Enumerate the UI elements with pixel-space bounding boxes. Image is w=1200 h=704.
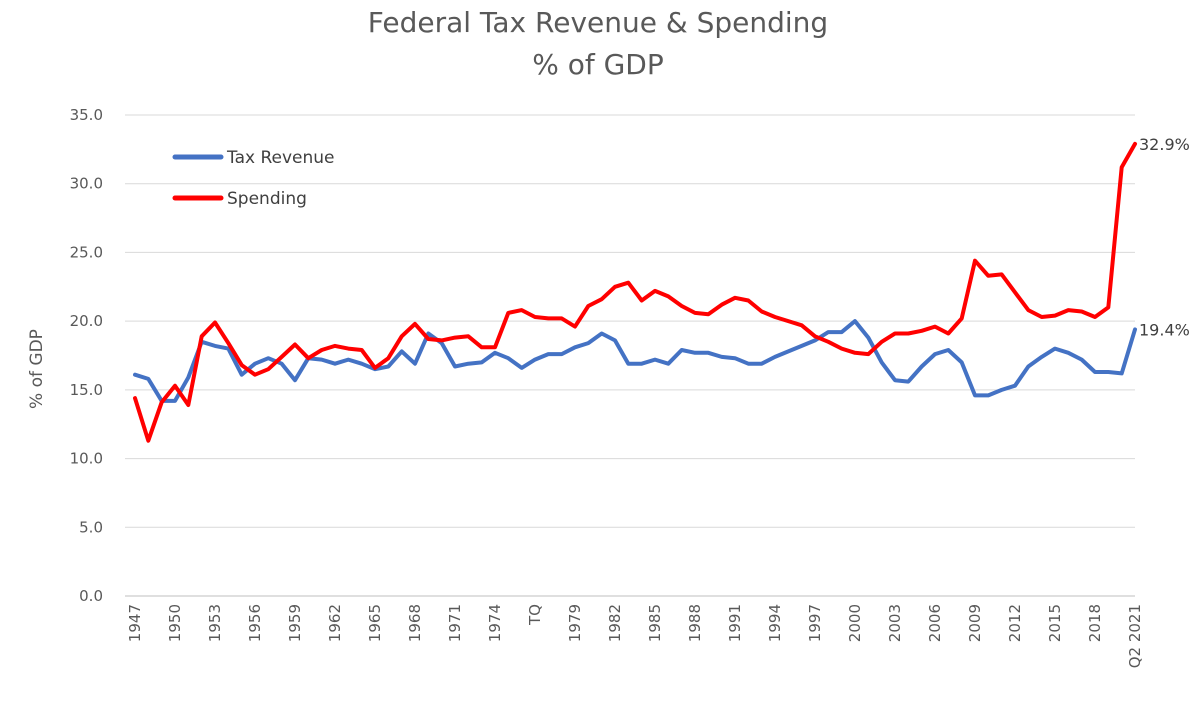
x-tick-label: 1985 bbox=[646, 604, 664, 642]
x-tick-label: 2006 bbox=[926, 604, 944, 642]
x-tick-label: 1947 bbox=[126, 604, 144, 642]
x-tick-label: 1971 bbox=[446, 604, 464, 642]
y-tick-label: 15.0 bbox=[70, 381, 103, 399]
x-axis-ticks: 1947 1950 1953 1956 1959 1962 1965 1968 1971 1974… bbox=[126, 604, 1144, 668]
x-tick-label: 2003 bbox=[886, 604, 904, 642]
series-line-1 bbox=[133, 141, 1137, 443]
x-tick-label: 2015 bbox=[1046, 604, 1064, 642]
series-line-0 bbox=[133, 319, 1137, 403]
x-tick-label: 1974 bbox=[486, 604, 504, 642]
y-tick-label: 5.0 bbox=[79, 518, 103, 536]
x-tick-label: 1982 bbox=[606, 604, 624, 642]
x-tick-label: 2012 bbox=[1006, 604, 1024, 642]
y-tick-label: 20.0 bbox=[70, 312, 103, 330]
y-tick-label: 0.0 bbox=[79, 587, 103, 605]
series-end-label: 19.4% bbox=[1139, 320, 1190, 339]
series-end-label: 32.9% bbox=[1139, 135, 1190, 154]
y-tick-label: 10.0 bbox=[70, 450, 103, 468]
x-tick-label: 2009 bbox=[966, 604, 984, 642]
x-tick-label: 1962 bbox=[326, 604, 344, 642]
x-tick-label: TQ bbox=[526, 604, 544, 626]
series-lines bbox=[133, 141, 1137, 443]
x-tick-label: 1991 bbox=[726, 604, 744, 642]
x-tick-label: 1979 bbox=[566, 604, 584, 642]
legend-label: Tax Revenue bbox=[226, 148, 335, 168]
x-tick-label: 1994 bbox=[766, 604, 784, 642]
x-tick-label: 2018 bbox=[1086, 604, 1104, 642]
x-tick-label: 1997 bbox=[806, 604, 824, 642]
legend: Tax Revenue Spending bbox=[172, 148, 335, 209]
chart-subtitle: % of GDP bbox=[532, 48, 664, 81]
y-axis-title: % of GDP bbox=[27, 329, 47, 409]
x-tick-label: 1968 bbox=[406, 604, 424, 642]
y-tick-label: 25.0 bbox=[70, 243, 103, 261]
x-tick-label: Q2 2021 bbox=[1126, 604, 1144, 668]
y-tick-label: 30.0 bbox=[70, 175, 103, 193]
x-tick-label: 1953 bbox=[206, 604, 224, 642]
x-tick-label: 1965 bbox=[366, 604, 384, 642]
y-tick-label: 35.0 bbox=[70, 106, 103, 124]
x-tick-label: 1956 bbox=[246, 604, 264, 642]
end-labels: 19.4% 32.9% bbox=[1139, 135, 1190, 340]
legend-label: Spending bbox=[227, 189, 307, 209]
chart-title: Federal Tax Revenue & Spending bbox=[368, 6, 828, 39]
x-tick-label: 1950 bbox=[166, 604, 184, 642]
x-tick-label: 1959 bbox=[286, 604, 304, 642]
x-tick-label: 2000 bbox=[846, 604, 864, 642]
x-tick-label: 1988 bbox=[686, 604, 704, 642]
gridlines bbox=[125, 114, 1135, 597]
y-axis-ticks: 0.0 5.0 10.0 15.0 20.0 25.0 30.0 35.0 bbox=[70, 106, 103, 605]
